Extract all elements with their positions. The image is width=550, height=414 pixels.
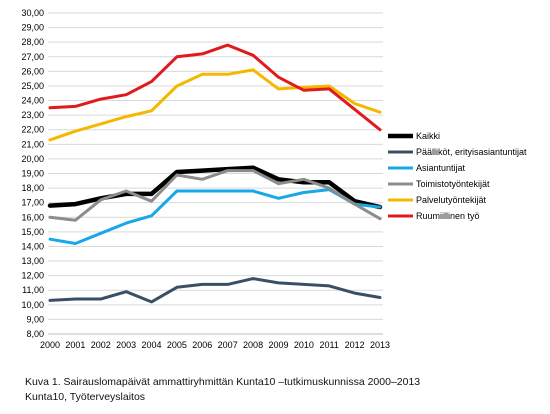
series-line-4: [48, 169, 382, 222]
x-tick-label: 2013: [370, 340, 390, 350]
y-axis: 8,00 9,00 10,00 11,00 12,00 13,00 14,00 15,00 16…: [21, 8, 44, 339]
y-tick-label: 12,00: [21, 271, 44, 281]
x-tick-label: 2002: [91, 340, 111, 350]
legend-label: Palvelutyöntekijät: [416, 195, 487, 205]
y-tick-label: 8,00: [26, 329, 44, 339]
series-line-3: [48, 188, 382, 245]
x-tick-label: 2011: [320, 340, 339, 350]
line-chart: 8,00 9,00 10,00 11,00 12,00 13,00 14,00 15,00 16…: [21, 8, 527, 350]
y-tick-label: 30,00: [21, 8, 44, 18]
x-tick-label: 2008: [243, 340, 263, 350]
y-tick-label: 15,00: [21, 227, 44, 237]
series-line-6: [48, 43, 382, 132]
caption-source: Kunta10, Työterveyslaitos: [25, 391, 146, 403]
caption-title: Kuva 1. Sairauslomapäivät ammattiryhmitt…: [25, 376, 421, 388]
legend-label: Toimistotyöntekijät: [416, 179, 490, 189]
series-line-5: [48, 68, 382, 142]
legend-label: Päälliköt, erityisasiantuntijat: [416, 147, 527, 157]
legend-label: Asiantuntijat: [416, 163, 466, 173]
x-tick-label: 2010: [294, 340, 314, 350]
series-lines: [47, 43, 383, 304]
y-tick-label: 21,00: [21, 139, 44, 149]
y-tick-label: 18,00: [21, 183, 44, 193]
y-tick-label: 10,00: [21, 300, 44, 310]
y-tick-label: 24,00: [21, 96, 44, 106]
y-tick-label: 28,00: [21, 37, 44, 47]
x-tick-label: 2007: [218, 340, 238, 350]
x-axis: 2000 2001 2002 2003 2004 2005 2006 2007 2008 2009…: [40, 333, 390, 350]
x-tick-label: 2000: [40, 340, 60, 350]
y-tick-label: 23,00: [21, 110, 44, 120]
y-tick-label: 26,00: [21, 66, 44, 76]
y-tick-label: 17,00: [21, 198, 44, 208]
y-tick-label: 9,00: [26, 314, 44, 324]
x-tick-label: 2004: [142, 340, 162, 350]
y-tick-label: 16,00: [21, 212, 44, 222]
y-tick-label: 25,00: [21, 81, 44, 91]
x-tick-label: 2012: [345, 340, 365, 350]
y-tick-label: 29,00: [21, 23, 44, 33]
x-tick-label: 2001: [65, 340, 85, 350]
legend-label: Ruumiillinen työ: [416, 211, 480, 221]
y-tick-label: 22,00: [21, 125, 44, 135]
legend-label: Kaikki: [416, 131, 440, 141]
y-tick-label: 11,00: [22, 285, 44, 295]
y-tick-label: 20,00: [21, 154, 44, 164]
x-tick-label: 2009: [268, 340, 288, 350]
x-tick-label: 2006: [192, 340, 212, 350]
figure-caption: Kuva 1. Sairauslomapäivät ammattiryhmitt…: [25, 375, 545, 405]
x-tick-label: 2005: [167, 340, 187, 350]
y-tick-label: 14,00: [21, 241, 44, 251]
y-tick-label: 27,00: [21, 52, 44, 62]
gridlines: [48, 12, 383, 335]
series-line-2: [48, 277, 382, 304]
y-tick-label: 13,00: [21, 256, 44, 266]
x-tick-label: 2003: [116, 340, 136, 350]
y-tick-label: 19,00: [21, 169, 44, 179]
legend: Kaikki Päälliköt, erityisasiantuntijat Asi…: [388, 131, 527, 221]
